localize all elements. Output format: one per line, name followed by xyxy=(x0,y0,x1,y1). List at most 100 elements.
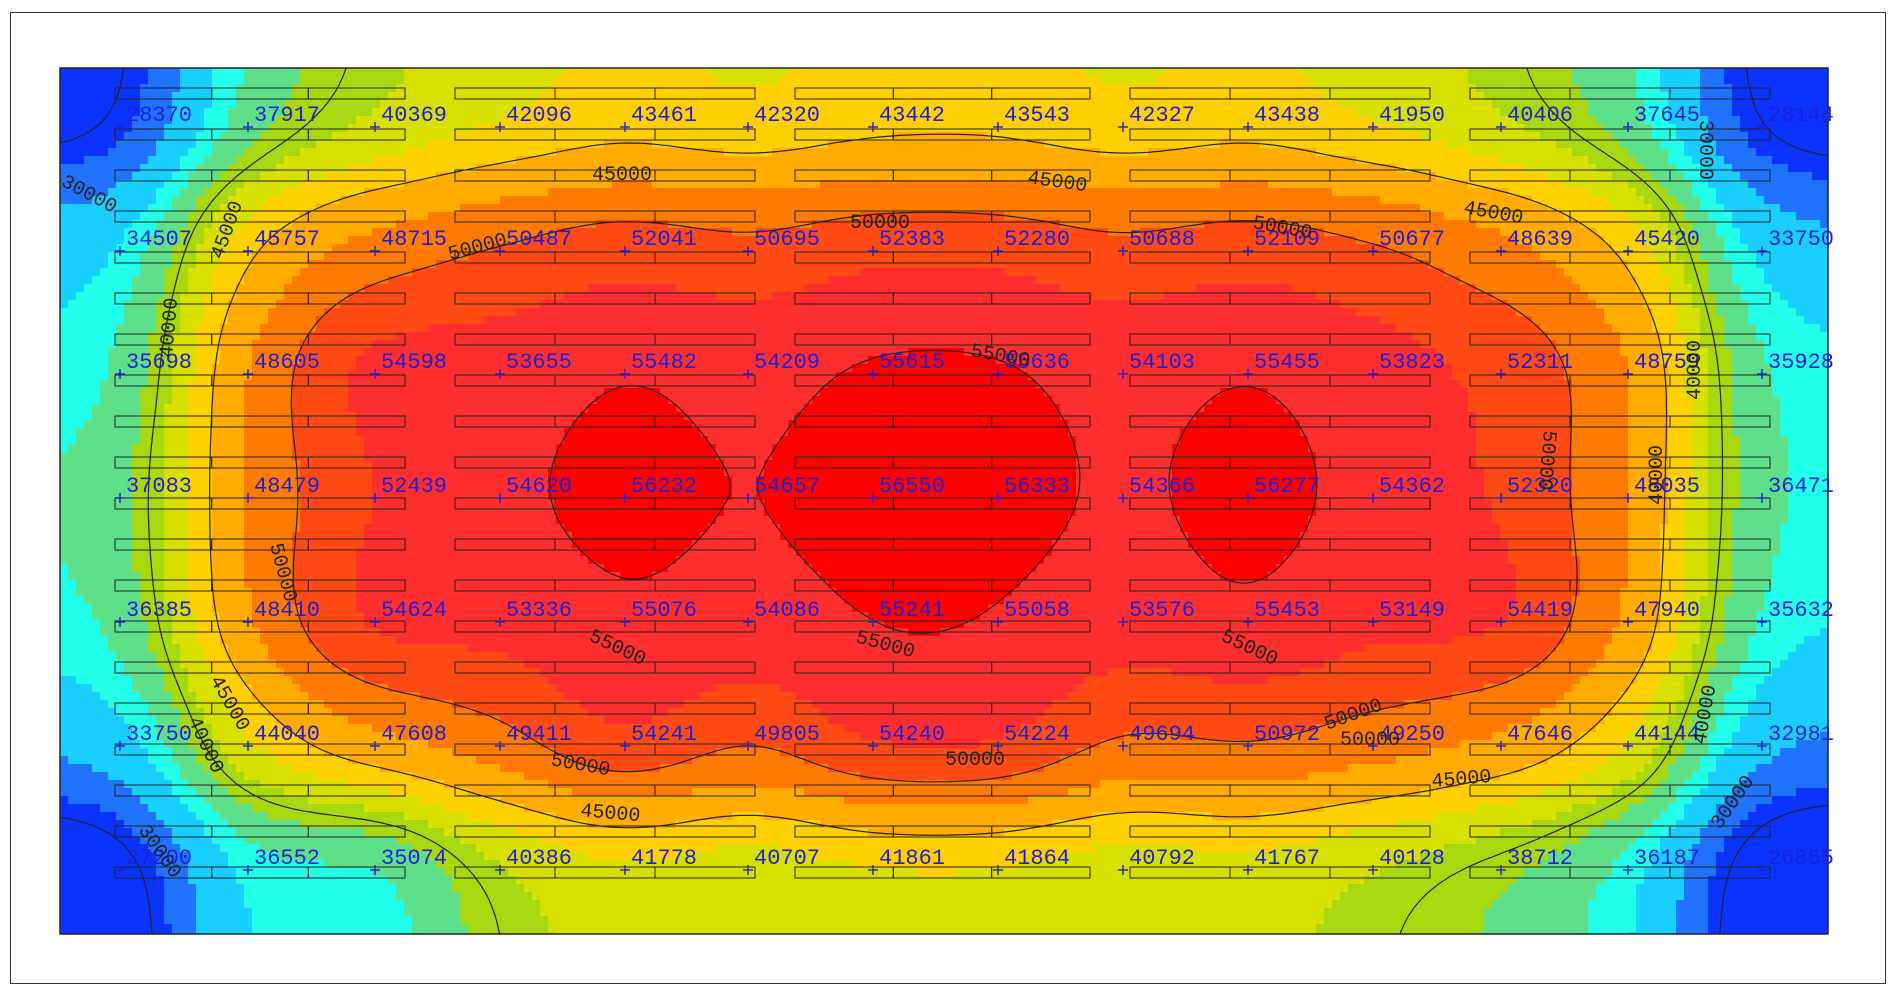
heat-cell xyxy=(1540,116,1549,125)
heat-cell xyxy=(692,156,701,165)
heat-cell xyxy=(780,140,789,149)
heat-cell xyxy=(1716,124,1725,133)
heat-cell xyxy=(948,188,957,197)
heat-cell xyxy=(116,76,125,85)
heat-cell xyxy=(1604,228,1613,237)
heat-cell xyxy=(340,156,349,165)
heat-cell xyxy=(868,100,877,109)
heat-cell xyxy=(140,132,149,141)
heat-cell xyxy=(508,132,517,141)
heat-cell xyxy=(764,204,773,213)
heat-cell xyxy=(892,172,901,181)
heat-cell xyxy=(788,124,797,133)
heat-cell xyxy=(1484,140,1493,149)
heat-cell xyxy=(1372,196,1381,205)
heat-cell xyxy=(508,180,517,189)
heat-cell xyxy=(428,172,437,181)
heat-cell xyxy=(1820,172,1828,181)
heat-cell xyxy=(1316,108,1325,117)
heat-cell xyxy=(1412,116,1421,125)
heat-cell xyxy=(364,116,373,125)
heat-cell xyxy=(1300,188,1309,197)
heat-cell xyxy=(1740,204,1749,213)
heat-cell xyxy=(836,68,845,77)
heat-cell xyxy=(540,212,549,221)
heat-cell xyxy=(492,92,501,101)
heat-cell xyxy=(92,84,101,93)
heat-cell xyxy=(1692,156,1701,165)
heat-cell xyxy=(508,212,517,221)
heat-cell xyxy=(972,148,981,157)
heat-cell xyxy=(1788,204,1797,213)
heat-cell xyxy=(532,204,541,213)
heat-cell xyxy=(548,68,557,77)
heat-cell xyxy=(764,124,773,133)
heat-cell xyxy=(132,76,141,85)
heat-cell xyxy=(228,116,237,125)
heat-cell xyxy=(508,196,517,205)
heat-cell xyxy=(780,92,789,101)
heat-cell xyxy=(316,180,325,189)
heat-cell xyxy=(372,92,381,101)
heat-cell xyxy=(796,164,805,173)
heat-cell xyxy=(1244,68,1253,77)
heat-cell xyxy=(428,196,437,205)
heat-cell xyxy=(708,100,717,109)
heat-cell xyxy=(828,108,837,117)
heat-cell xyxy=(804,124,813,133)
heat-cell xyxy=(924,116,933,125)
heat-cell xyxy=(1060,148,1069,157)
heat-cell xyxy=(1460,156,1469,165)
heat-cell xyxy=(292,140,301,149)
heat-cell xyxy=(1820,156,1828,165)
heat-cell xyxy=(724,132,733,141)
heat-cell xyxy=(196,116,205,125)
heat-cell xyxy=(1660,180,1669,189)
heat-cell xyxy=(300,180,309,189)
heat-cell xyxy=(1628,116,1637,125)
heat-cell xyxy=(484,92,493,101)
heat-cell xyxy=(1412,204,1421,213)
heat-cell xyxy=(1020,180,1029,189)
heat-cell xyxy=(764,116,773,125)
heat-cell xyxy=(1388,124,1397,133)
heat-cell xyxy=(1180,172,1189,181)
heat-cell xyxy=(652,164,661,173)
heat-cell xyxy=(548,116,557,125)
heat-cell xyxy=(852,244,861,253)
heat-cell xyxy=(476,140,485,149)
heat-cell xyxy=(700,92,709,101)
heat-cell xyxy=(796,196,805,205)
heat-cell xyxy=(1740,196,1749,205)
heat-cell xyxy=(1732,172,1741,181)
heat-cell xyxy=(428,116,437,125)
heat-cell xyxy=(1500,172,1509,181)
heat-cell xyxy=(100,164,109,173)
heat-cell xyxy=(700,220,709,229)
heat-cell xyxy=(1612,188,1621,197)
heat-cell xyxy=(124,156,133,165)
heat-cell xyxy=(804,116,813,125)
heat-cell xyxy=(292,180,301,189)
heat-cell xyxy=(236,76,245,85)
heat-cell xyxy=(1468,92,1477,101)
heat-cell xyxy=(1196,228,1205,237)
heat-cell xyxy=(740,68,749,77)
heat-cell xyxy=(1540,180,1549,189)
heat-cell xyxy=(164,212,173,221)
heat-cell xyxy=(812,204,821,213)
heat-cell xyxy=(1204,196,1213,205)
heat-cell xyxy=(308,116,317,125)
heat-cell xyxy=(372,164,381,173)
heat-cell xyxy=(988,140,997,149)
heat-cell xyxy=(84,76,93,85)
heat-cell xyxy=(988,76,997,85)
heat-cell xyxy=(60,180,69,189)
heat-cell xyxy=(1500,196,1509,205)
heat-cell xyxy=(1308,100,1317,109)
heat-cell xyxy=(988,172,997,181)
heat-cell xyxy=(652,172,661,181)
heat-cell xyxy=(1100,76,1109,85)
heat-cell xyxy=(940,164,949,173)
heat-cell xyxy=(1172,132,1181,141)
